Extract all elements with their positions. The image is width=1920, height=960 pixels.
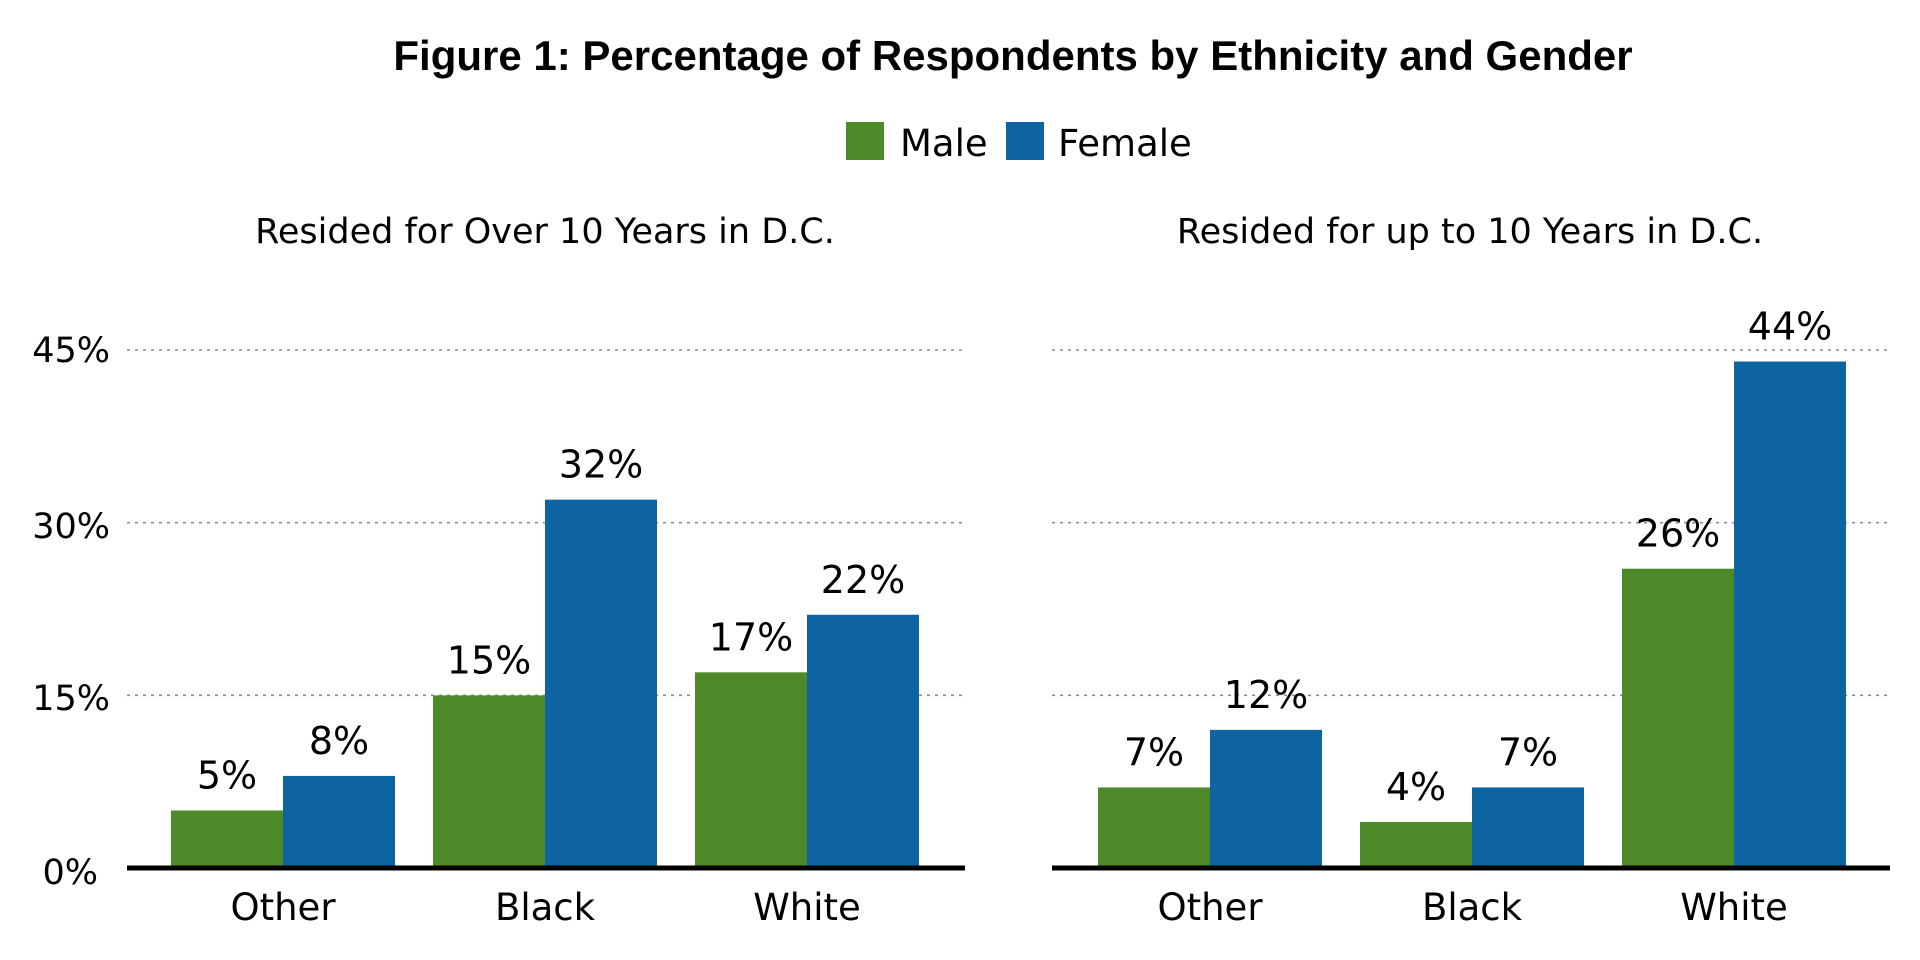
panel-up-to-10-years: Resided for up to 10 Years in D.C. 7% 12%… (1052, 212, 1890, 929)
data-labels: 7% 12% 4% 7% 26% 44% (1124, 305, 1832, 809)
data-label: 12% (1224, 673, 1308, 717)
bar-female-other (1210, 729, 1322, 868)
category-label: White (753, 886, 861, 929)
bar-female-white (1734, 361, 1846, 868)
category-label: Black (495, 886, 596, 929)
data-label: 7% (1124, 730, 1184, 774)
bars (171, 499, 919, 868)
data-label: 17% (709, 615, 793, 659)
bar-male-white (1622, 568, 1734, 868)
bar-male-black (433, 695, 545, 868)
y-tick-label: 15% (32, 679, 110, 719)
y-tick-label: 30% (32, 507, 110, 547)
legend-label-male: Male (900, 122, 988, 165)
data-labels: 5% 8% 15% 32% 17% 22% (197, 443, 905, 798)
data-label: 8% (309, 719, 369, 763)
bar-female-black (545, 499, 657, 868)
bar-male-other (1098, 787, 1210, 868)
legend-swatch-male (846, 122, 884, 160)
chart-title: Figure 1: Percentage of Respondents by E… (393, 32, 1632, 79)
bar-male-white (695, 672, 807, 868)
y-tick-label: 0% (42, 853, 98, 893)
bar-female-other (283, 775, 395, 868)
category-label: Black (1422, 886, 1523, 929)
y-tick-label: 45% (32, 331, 110, 371)
category-labels: Other Black White (1157, 886, 1787, 929)
data-label: 32% (559, 443, 643, 487)
bar-male-other (171, 810, 283, 868)
panel-title: Resided for Over 10 Years in D.C. (255, 212, 835, 252)
bars (1098, 361, 1846, 868)
data-label: 5% (197, 753, 257, 797)
data-label: 4% (1386, 765, 1446, 809)
bar-female-white (807, 614, 919, 868)
category-label: Other (1157, 886, 1263, 929)
category-label: White (1680, 886, 1788, 929)
legend: Male Female (846, 122, 1192, 165)
panel-title: Resided for up to 10 Years in D.C. (1177, 212, 1763, 252)
panel-over-10-years: Resided for Over 10 Years in D.C. 5% 8% 15… (127, 212, 965, 929)
legend-swatch-female (1006, 122, 1044, 160)
data-label: 7% (1498, 730, 1558, 774)
legend-label-female: Female (1058, 122, 1192, 165)
category-label: Other (230, 886, 336, 929)
category-labels: Other Black White (230, 886, 860, 929)
data-label: 15% (447, 638, 531, 682)
y-axis: 45% 30% 15% 0% (32, 331, 110, 893)
data-label: 22% (821, 558, 905, 602)
data-label: 26% (1636, 512, 1720, 556)
bar-male-black (1360, 821, 1472, 868)
data-label: 44% (1748, 305, 1832, 349)
bar-female-black (1472, 787, 1584, 868)
